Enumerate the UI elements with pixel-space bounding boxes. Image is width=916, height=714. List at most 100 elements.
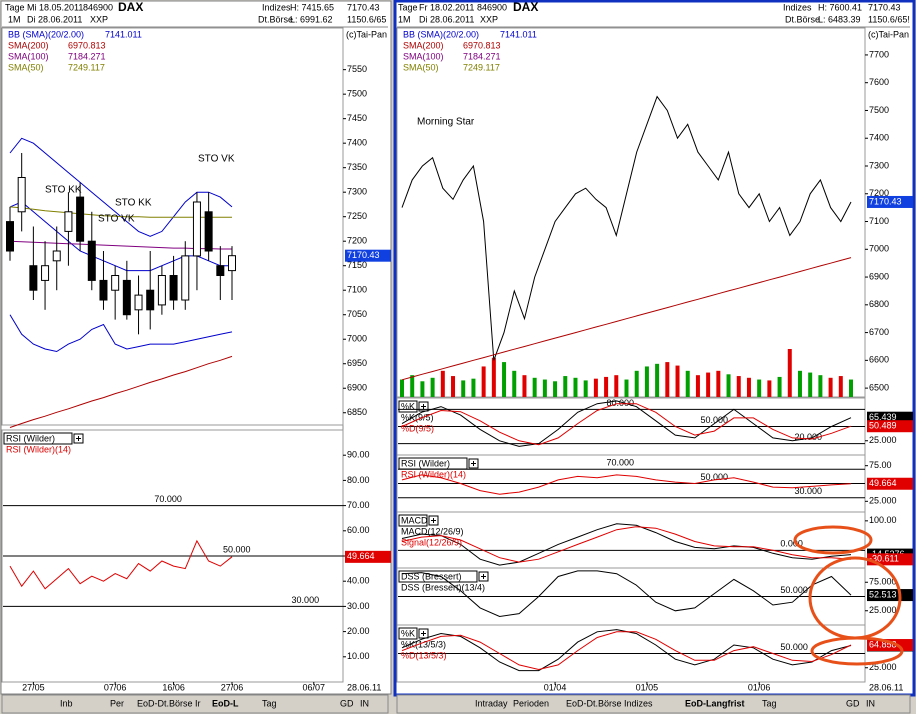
- header-text: XXP: [90, 14, 108, 24]
- y-tick-label: 6700: [869, 327, 889, 337]
- y-tick-label: 60.00: [347, 525, 370, 535]
- legend-value: 7249.117: [68, 62, 105, 72]
- indicator-line: [401, 631, 852, 671]
- volume-bar: [746, 377, 751, 397]
- annotation: STO VK: [198, 154, 235, 165]
- value-box: [345, 550, 391, 563]
- tab[interactable]: GD: [846, 698, 860, 708]
- level-label: 30.000: [292, 595, 320, 605]
- legend-value: 6970.813: [463, 40, 501, 50]
- y-tick-label: 7200: [347, 236, 367, 246]
- tab[interactable]: IN: [360, 698, 369, 708]
- y-tick-label: 7550: [347, 64, 367, 74]
- tab[interactable]: EoD-L: [212, 698, 239, 708]
- tab[interactable]: Per: [110, 698, 124, 708]
- legend-value: 7141.011: [105, 29, 142, 39]
- tab[interactable]: IN: [866, 698, 875, 708]
- volume-bar: [542, 379, 547, 397]
- tab[interactable]: EoD-Dt.Börse Ir: [137, 698, 201, 708]
- toolbar: [396, 694, 911, 714]
- y-tick-label: 10.00: [347, 651, 370, 661]
- volume-bar: [451, 376, 456, 397]
- candle-body: [169, 275, 178, 301]
- header-text: 1M: [398, 14, 411, 24]
- header-text: 7170.43: [868, 2, 901, 12]
- price-line: [9, 314, 233, 353]
- volume-bar: [430, 377, 435, 397]
- value-label: 52.513: [869, 589, 897, 599]
- tab[interactable]: Perioden: [513, 698, 549, 708]
- candle-body: [6, 221, 14, 252]
- tab[interactable]: EoD-Langfrist: [685, 698, 745, 708]
- y-tick-label: 6900: [347, 383, 367, 393]
- header-text: 1M: [8, 14, 21, 24]
- price-line: [401, 257, 852, 381]
- candle-body: [111, 275, 120, 291]
- candle-body: [204, 211, 213, 252]
- level-label: 50.000: [780, 642, 808, 652]
- candle-body: [87, 240, 96, 281]
- legend-name: BB (SMA)(20/2.00): [8, 29, 84, 39]
- y-tick-label: 7350: [347, 162, 367, 172]
- y-tick-label: 80.00: [347, 475, 370, 485]
- y-tick-label: 75.00: [869, 460, 892, 470]
- series-name: %K(9/5): [401, 412, 434, 422]
- candle-body: [41, 265, 50, 281]
- volume-bar: [808, 372, 813, 397]
- tab[interactable]: Tag: [762, 698, 777, 708]
- candle-body: [52, 250, 61, 262]
- y-tick-label: 7000: [869, 244, 889, 254]
- level-label: 80.000: [607, 398, 635, 408]
- x-tick-label: 01/05: [636, 682, 659, 692]
- volume-bar: [593, 378, 598, 397]
- tab[interactable]: EoD-Dt.Börse Indizes: [566, 698, 653, 708]
- volume-bar: [604, 376, 609, 397]
- volume-bar: [583, 380, 588, 397]
- tab[interactable]: GD: [340, 698, 354, 708]
- level-label: 50.000: [701, 415, 729, 425]
- y-tick-label: 30.00: [347, 601, 370, 611]
- volume-bar: [614, 375, 619, 397]
- legend-name: SMA(200): [8, 40, 49, 50]
- y-tick-label: 7400: [869, 133, 889, 143]
- level-label: 50.000: [701, 472, 729, 482]
- y-tick-label: 25.000: [869, 662, 897, 672]
- annotation: STO VK: [98, 214, 135, 225]
- y-tick-label: 6500: [869, 382, 889, 392]
- volume-bar: [777, 376, 782, 397]
- level-label: 20.000: [795, 432, 823, 442]
- header-text: 846900: [477, 2, 507, 12]
- tab[interactable]: Tag: [262, 698, 277, 708]
- candle-body: [157, 275, 166, 306]
- date-label: 28.06.11: [869, 682, 903, 692]
- level-label: 50.000: [223, 544, 251, 554]
- annotation: Morning Star: [417, 117, 475, 128]
- legend-value: 6970.813: [68, 40, 106, 50]
- value-box: [867, 477, 913, 490]
- copyright: (c)Tai-Pan: [346, 29, 387, 39]
- header-text: Indizes: [783, 2, 812, 12]
- volume-bar: [644, 366, 649, 397]
- value-box: [345, 249, 391, 262]
- volume-bar: [828, 377, 833, 397]
- y-tick-label: 7300: [347, 187, 367, 197]
- y-tick-label: 6800: [869, 299, 889, 309]
- highlight-ellipse: [793, 525, 873, 555]
- tab[interactable]: Intraday: [475, 698, 508, 708]
- candle-body: [29, 265, 38, 291]
- value-label: 49.664: [869, 478, 897, 488]
- volume-bar: [716, 370, 721, 397]
- tab[interactable]: Inb: [60, 698, 73, 708]
- indicator-line: [401, 403, 852, 446]
- series-name: RSI (Wilder)(14): [401, 469, 466, 479]
- header-text: Tage: [5, 2, 25, 12]
- indicator-line: [401, 570, 852, 618]
- header-text: Fr 18.02.2011: [419, 2, 474, 12]
- x-tick-label: 06/07: [303, 682, 326, 692]
- volume-bar: [838, 376, 843, 397]
- level-label: 70.000: [607, 458, 635, 468]
- indicator-tag-box: [398, 400, 418, 413]
- y-tick-label: 7150: [347, 260, 367, 270]
- y-tick-label: 7250: [347, 211, 367, 221]
